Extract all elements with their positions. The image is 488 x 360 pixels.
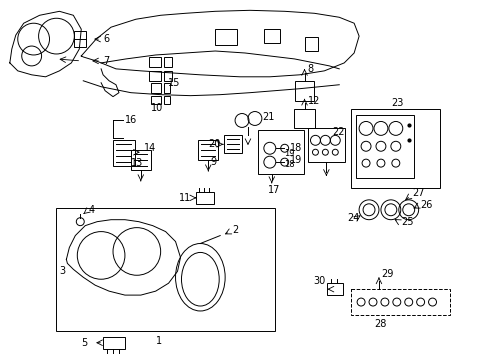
Text: 12: 12 [307, 96, 319, 105]
Text: 16: 16 [124, 116, 137, 126]
Bar [163, 83, 169, 93]
Text: 20: 20 [208, 139, 220, 149]
Text: 25: 25 [400, 217, 412, 227]
Bar [150, 83, 161, 93]
Bar [264, 29, 279, 43]
Bar [150, 96, 161, 104]
Bar [326, 283, 343, 295]
Bar [224, 135, 242, 153]
Bar [350, 289, 449, 315]
Bar [163, 96, 169, 104]
Bar [163, 71, 171, 81]
Bar [131, 150, 150, 170]
Bar [113, 140, 135, 166]
Bar [56, 208, 274, 331]
Text: 2: 2 [232, 225, 238, 235]
Text: 30: 30 [313, 276, 325, 286]
Bar [196, 192, 214, 204]
Text: 11: 11 [178, 193, 190, 203]
Text: 3: 3 [60, 266, 65, 276]
Text: 19: 19 [289, 155, 301, 165]
Bar [198, 140, 218, 160]
Text: 5: 5 [81, 338, 87, 348]
Text: 18: 18 [289, 143, 301, 153]
Bar [355, 114, 413, 178]
Text: 27: 27 [412, 188, 425, 198]
Bar [103, 337, 124, 349]
Bar [293, 109, 315, 129]
Text: 8: 8 [307, 64, 313, 74]
Text: 26: 26 [420, 200, 432, 210]
Text: 14: 14 [143, 143, 156, 153]
Bar [74, 31, 86, 47]
Text: 1: 1 [155, 336, 162, 346]
Bar [304, 37, 318, 51]
Text: 23: 23 [390, 98, 403, 108]
Bar [257, 130, 303, 174]
Text: 7: 7 [103, 56, 109, 66]
Text: 15: 15 [167, 78, 180, 88]
Text: 29: 29 [380, 269, 392, 279]
Text: 19: 19 [283, 149, 294, 158]
Bar [148, 71, 161, 81]
Text: 9: 9 [210, 157, 216, 167]
Text: 6: 6 [103, 34, 109, 44]
Text: 18: 18 [283, 159, 294, 168]
Text: 4: 4 [88, 205, 94, 215]
Bar [163, 57, 171, 67]
Text: 28: 28 [373, 319, 386, 329]
Text: 10: 10 [150, 103, 163, 113]
Text: 13: 13 [131, 158, 143, 168]
Bar [307, 129, 345, 162]
Bar [215, 29, 237, 45]
Text: 22: 22 [332, 127, 344, 138]
Bar [148, 57, 161, 67]
Text: 24: 24 [346, 213, 359, 223]
Text: 21: 21 [262, 112, 274, 122]
Bar [350, 109, 440, 188]
Bar [294, 81, 314, 100]
Text: 17: 17 [267, 185, 280, 195]
